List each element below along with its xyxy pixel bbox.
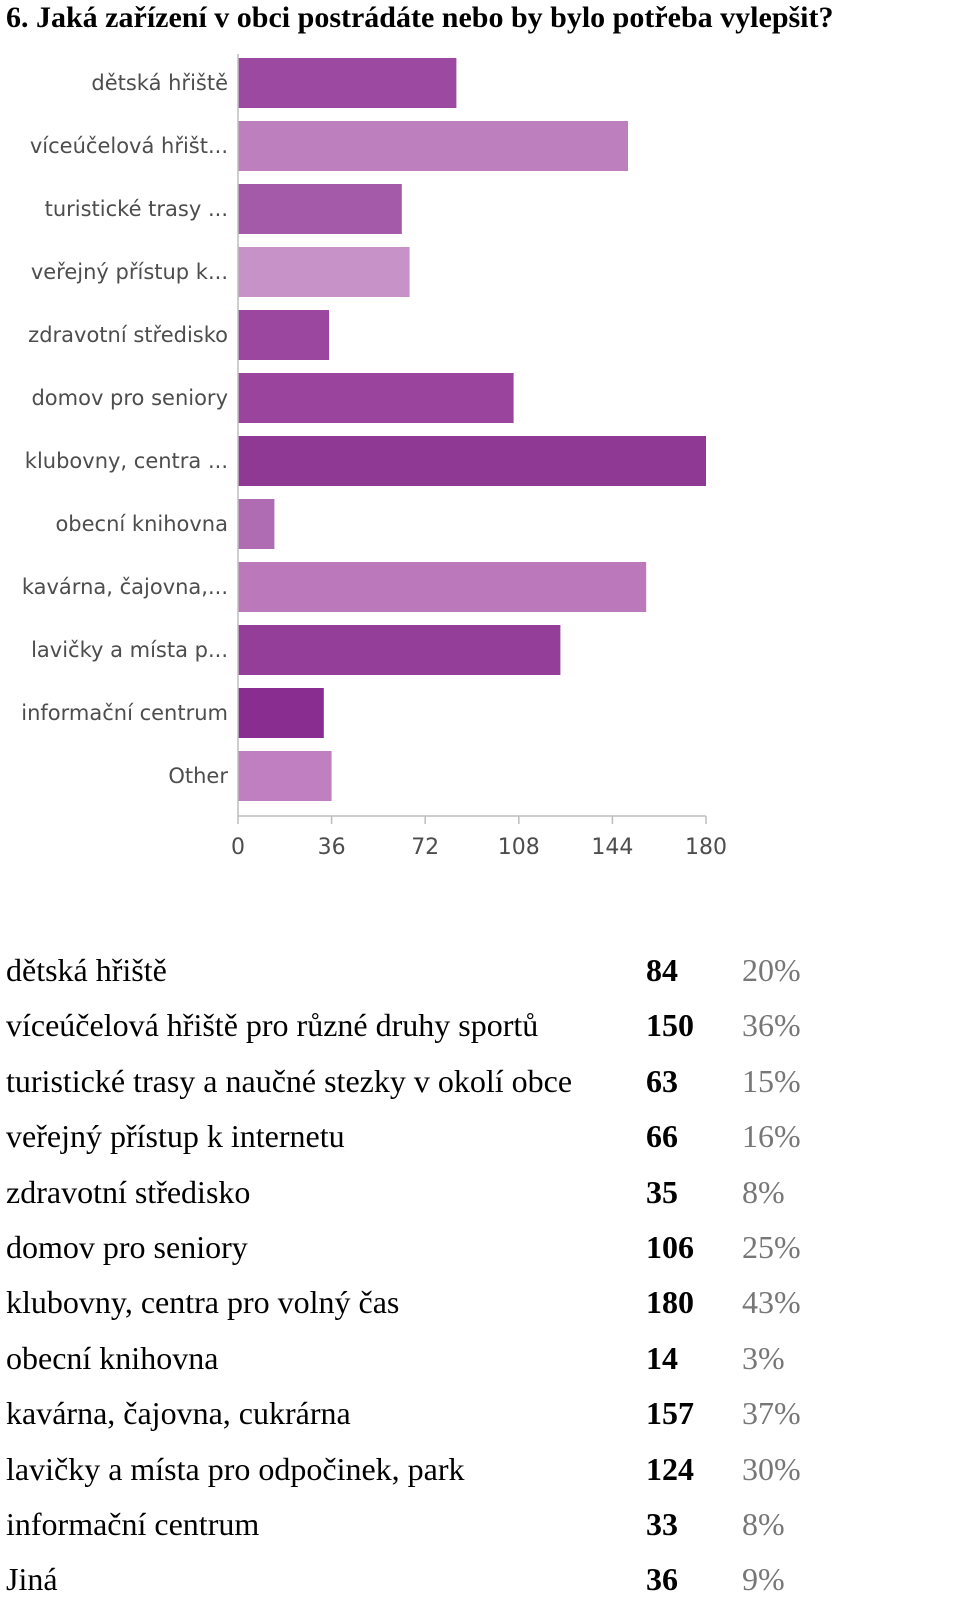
option-label: klubovny, centra pro volný čas bbox=[6, 1284, 400, 1321]
option-count: 157 bbox=[646, 1395, 694, 1432]
bar bbox=[238, 688, 324, 738]
bar bbox=[238, 310, 329, 360]
option-count: 150 bbox=[646, 1007, 694, 1044]
option-count: 180 bbox=[646, 1284, 694, 1321]
table-row: informační centrum 33 8% bbox=[6, 1506, 946, 1550]
option-label: veřejný přístup k internetu bbox=[6, 1118, 345, 1155]
bar-chart: dětská hřiště víceúčelová hřišt... turisti… bbox=[21, 54, 727, 860]
option-count: 63 bbox=[646, 1062, 678, 1099]
option-label: kavárna, čajovna, cukrárna bbox=[6, 1395, 351, 1432]
option-percent: 8% bbox=[742, 1173, 785, 1210]
bar bbox=[238, 373, 514, 423]
option-count: 36 bbox=[646, 1561, 678, 1598]
option-label: domov pro seniory bbox=[6, 1229, 248, 1265]
table-row: lavičky a místa pro odpočinek, park 124 30… bbox=[6, 1451, 946, 1495]
table-row: klubovny, centra pro volný čas 180 43% bbox=[6, 1284, 946, 1328]
category-label: informační centrum bbox=[21, 701, 228, 725]
bar bbox=[238, 58, 457, 108]
category-label: kavárna, čajovna,... bbox=[22, 575, 228, 599]
option-percent: 25% bbox=[742, 1229, 801, 1265]
option-count: 124 bbox=[646, 1450, 694, 1487]
x-tick-label: 72 bbox=[411, 835, 439, 860]
option-label: turistické trasy a naučné stezky v okolí… bbox=[6, 1062, 573, 1099]
option-label: Jiná bbox=[6, 1561, 58, 1598]
bar bbox=[238, 121, 628, 171]
table-row: víceúčelová hřiště pro různé druhy sport… bbox=[6, 1007, 946, 1051]
x-tick-label: 144 bbox=[591, 835, 633, 860]
table-row: veřejný přístup k internetu 66 16% bbox=[6, 1118, 946, 1162]
option-percent: 37% bbox=[742, 1395, 801, 1432]
option-count: 33 bbox=[646, 1506, 678, 1542]
option-label: lavičky a místa pro odpočinek, park bbox=[6, 1450, 465, 1487]
x-tick-label: 108 bbox=[498, 835, 540, 860]
category-label: zdravotní středisko bbox=[28, 323, 228, 347]
option-count: 35 bbox=[646, 1173, 678, 1210]
option-percent: 43% bbox=[742, 1284, 801, 1321]
category-label: veřejný přístup k... bbox=[31, 260, 228, 284]
question-title: 6. Jaká zařízení v obci postrádáte nebo … bbox=[6, 1, 834, 34]
option-percent: 16% bbox=[742, 1118, 801, 1155]
option-label: dětská hřiště bbox=[6, 952, 167, 988]
category-label: klubovny, centra ... bbox=[25, 449, 228, 473]
category-label: domov pro seniory bbox=[31, 386, 228, 410]
option-count: 66 bbox=[646, 1118, 678, 1155]
category-label: turistické trasy ... bbox=[45, 197, 228, 221]
option-percent: 30% bbox=[742, 1450, 801, 1487]
bar bbox=[238, 247, 410, 297]
bar bbox=[238, 184, 402, 234]
table-row: zdravotní středisko 35 8% bbox=[6, 1174, 946, 1218]
option-label: obecní knihovna bbox=[6, 1339, 219, 1376]
bar bbox=[238, 625, 561, 675]
option-percent: 9% bbox=[742, 1561, 785, 1598]
bar bbox=[238, 751, 332, 801]
bar bbox=[238, 499, 275, 549]
category-label: dětská hřiště bbox=[91, 71, 228, 95]
table-row: turistické trasy a naučné stezky v okolí… bbox=[6, 1063, 946, 1107]
category-label: obecní knihovna bbox=[55, 512, 228, 536]
table-row: Jiná 36 9% bbox=[6, 1561, 946, 1605]
option-percent: 15% bbox=[742, 1062, 801, 1099]
table-row: dětská hřiště 84 20% bbox=[6, 952, 946, 996]
bar bbox=[238, 562, 647, 612]
option-label: víceúčelová hřiště pro různé druhy sport… bbox=[6, 1007, 539, 1044]
option-label: informační centrum bbox=[6, 1506, 260, 1542]
option-percent: 20% bbox=[742, 952, 801, 988]
table-row: obecní knihovna 14 3% bbox=[6, 1340, 946, 1384]
table-row: kavárna, čajovna, cukrárna 157 37% bbox=[6, 1395, 946, 1439]
table-row: domov pro seniory 106 25% bbox=[6, 1229, 946, 1273]
option-label: zdravotní středisko bbox=[6, 1173, 251, 1210]
option-count: 14 bbox=[646, 1339, 678, 1376]
category-label: Other bbox=[168, 764, 228, 788]
option-count: 84 bbox=[646, 952, 678, 988]
x-tick-label: 0 bbox=[231, 835, 245, 860]
x-tick-label: 180 bbox=[685, 835, 727, 860]
option-percent: 36% bbox=[742, 1007, 801, 1044]
category-label: lavičky a místa p... bbox=[31, 638, 228, 662]
bar bbox=[238, 436, 706, 486]
category-label: víceúčelová hřišt... bbox=[30, 134, 228, 158]
option-percent: 8% bbox=[742, 1506, 785, 1542]
option-count: 106 bbox=[646, 1229, 694, 1265]
option-percent: 3% bbox=[742, 1339, 785, 1376]
x-tick-label: 36 bbox=[318, 835, 346, 860]
